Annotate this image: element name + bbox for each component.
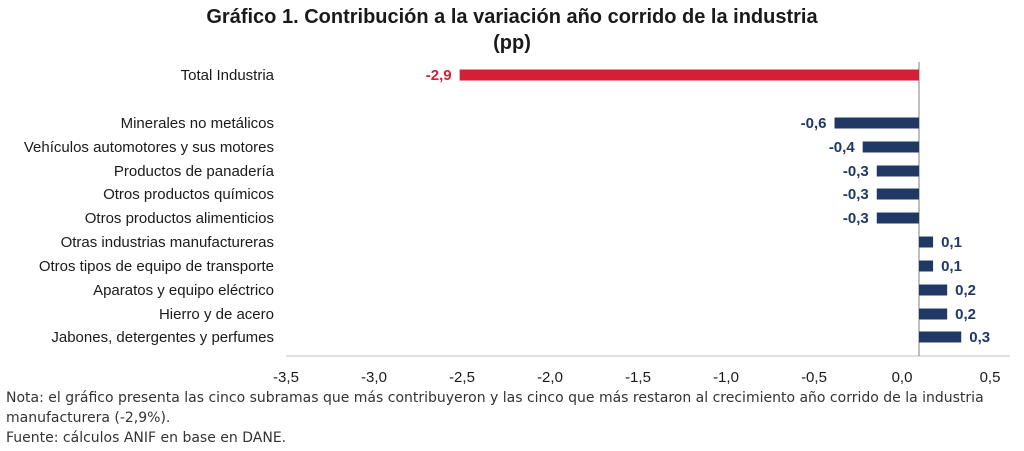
bar — [919, 284, 948, 296]
bar-chart: -3,5 -3,0 -2,5 -2,0 -1,5 -1,0 -0,5 0,0 0,5 Total… — [24, 62, 1010, 386]
category-label: Otros tipos de equipo de transporte — [39, 258, 274, 275]
bar — [876, 188, 919, 200]
data-label: -0,3 — [843, 163, 869, 180]
data-label: 0,3 — [969, 329, 990, 346]
category-label: Otras industrias manufactureras — [61, 234, 274, 251]
data-label: 0,1 — [941, 234, 962, 251]
chart-bars — [459, 69, 962, 343]
category-label: Productos de panadería — [114, 163, 275, 180]
x-tick-label: 0,5 — [980, 369, 1001, 386]
data-label: -0,6 — [801, 115, 827, 132]
bar — [459, 69, 919, 81]
category-label: Total Industria — [181, 67, 275, 84]
bar — [919, 236, 934, 248]
data-label: -2,9 — [426, 67, 452, 84]
data-label: 0,1 — [941, 258, 962, 275]
category-label: Aparatos y equipo eléctrico — [93, 282, 274, 299]
category-label: Minerales no metálicos — [121, 115, 274, 132]
x-tick-label: -0,5 — [801, 369, 827, 386]
bar — [834, 117, 919, 129]
category-label: Otros productos químicos — [103, 186, 274, 203]
category-label: Otros productos alimenticios — [85, 210, 274, 227]
data-label: 0,2 — [955, 306, 976, 323]
chart-labels: Total Industria -2,9 Minerales no metálico… — [24, 67, 990, 346]
bar — [919, 331, 962, 343]
bar — [919, 260, 934, 272]
data-label: -0,3 — [843, 210, 869, 227]
category-label: Jabones, detergentes y perfumes — [51, 329, 274, 346]
note-text: Nota: el gráfico presenta las cinco subr… — [6, 390, 984, 426]
chart-title: Gráfico 1. Contribución a la variación a… — [206, 6, 818, 28]
category-label: Hierro y de acero — [159, 306, 274, 323]
bar — [876, 212, 919, 224]
x-tick-label: -2,5 — [449, 369, 475, 386]
data-label: -0,4 — [829, 139, 856, 156]
x-tick-label: -2,0 — [537, 369, 563, 386]
data-label: -0,3 — [843, 186, 869, 203]
x-tick-label: -3,5 — [273, 369, 299, 386]
bar — [876, 165, 919, 177]
bar — [862, 141, 919, 153]
x-tick-label: -1,0 — [713, 369, 739, 386]
bar — [919, 308, 948, 320]
chart-notes: Nota: el gráfico presenta las cinco subr… — [6, 388, 1016, 448]
x-tick-label: 0,0 — [892, 369, 913, 386]
data-label: 0,2 — [955, 282, 976, 299]
x-tick-label: -1,5 — [625, 369, 651, 386]
category-label: Vehículos automotores y sus motores — [24, 139, 274, 156]
x-tick-label: -3,0 — [361, 369, 387, 386]
chart-axes: -3,5 -3,0 -2,5 -2,0 -1,5 -1,0 -0,5 0,0 0,5 — [273, 62, 1010, 386]
source-text: Fuente: cálculos ANIF en base en DANE. — [6, 430, 287, 446]
chart-subtitle: (pp) — [493, 32, 531, 54]
